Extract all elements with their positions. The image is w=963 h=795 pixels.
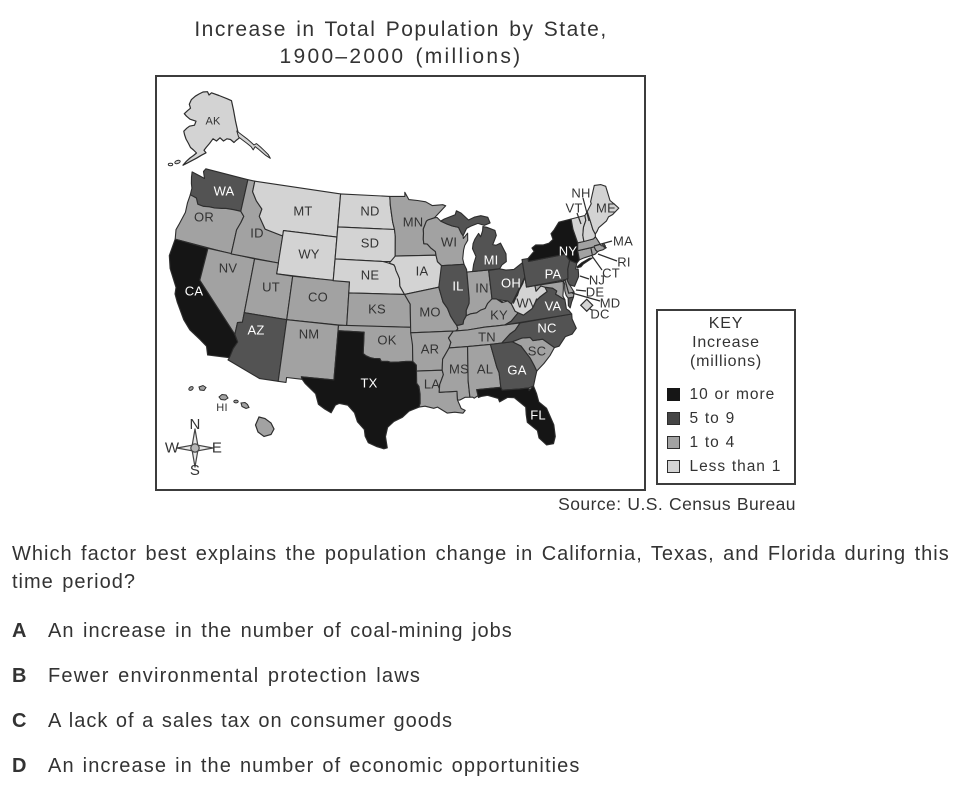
svg-text:W: W <box>165 440 180 457</box>
svg-text:KS: KS <box>368 302 386 317</box>
svg-text:IN: IN <box>475 281 488 296</box>
svg-text:DE: DE <box>586 285 605 300</box>
svg-text:NE: NE <box>361 268 380 283</box>
svg-text:NC: NC <box>537 321 556 336</box>
svg-text:ID: ID <box>250 226 263 241</box>
svg-text:NJ: NJ <box>589 273 605 288</box>
svg-text:NY: NY <box>559 244 578 259</box>
svg-text:NH: NH <box>571 186 590 201</box>
svg-text:CT: CT <box>602 266 620 281</box>
svg-text:MA: MA <box>613 234 633 249</box>
svg-text:IL: IL <box>452 279 463 294</box>
svg-text:E: E <box>212 440 222 457</box>
svg-text:LA: LA <box>424 377 440 392</box>
svg-text:UT: UT <box>262 280 280 295</box>
svg-text:OH: OH <box>501 276 521 291</box>
svg-text:FL: FL <box>530 408 546 423</box>
svg-text:RI: RI <box>617 255 630 270</box>
svg-text:MO: MO <box>419 305 440 320</box>
svg-text:PA: PA <box>545 267 562 282</box>
svg-text:MD: MD <box>600 296 621 311</box>
svg-text:AK: AK <box>205 116 221 128</box>
svg-text:AL: AL <box>477 362 493 377</box>
svg-text:IA: IA <box>416 264 429 279</box>
svg-text:NM: NM <box>299 327 320 342</box>
svg-text:NV: NV <box>219 261 238 276</box>
svg-text:HI: HI <box>216 402 227 414</box>
svg-text:DC: DC <box>590 307 609 322</box>
svg-text:MN: MN <box>403 215 424 230</box>
svg-text:TX: TX <box>360 376 377 391</box>
svg-text:WY: WY <box>298 247 319 262</box>
svg-text:WV: WV <box>516 296 537 311</box>
svg-text:OR: OR <box>194 210 214 225</box>
svg-text:GA: GA <box>507 363 526 378</box>
svg-text:SC: SC <box>528 344 546 359</box>
svg-text:ME: ME <box>596 201 616 216</box>
svg-text:SD: SD <box>361 236 379 251</box>
svg-text:VT: VT <box>565 201 582 216</box>
svg-text:WI: WI <box>441 235 457 250</box>
svg-text:AZ: AZ <box>247 323 264 338</box>
svg-text:N: N <box>189 416 200 433</box>
svg-text:KY: KY <box>490 308 508 323</box>
svg-text:S: S <box>190 462 200 479</box>
svg-text:CO: CO <box>308 290 328 305</box>
svg-text:MS: MS <box>449 362 469 377</box>
svg-text:WA: WA <box>214 184 235 199</box>
svg-text:MI: MI <box>484 253 499 268</box>
svg-text:VA: VA <box>545 299 562 314</box>
svg-text:ND: ND <box>360 204 379 219</box>
svg-text:MT: MT <box>293 204 312 219</box>
svg-text:TN: TN <box>478 330 496 345</box>
svg-text:OK: OK <box>377 333 396 348</box>
svg-text:CA: CA <box>185 284 204 299</box>
svg-text:AR: AR <box>421 342 439 357</box>
